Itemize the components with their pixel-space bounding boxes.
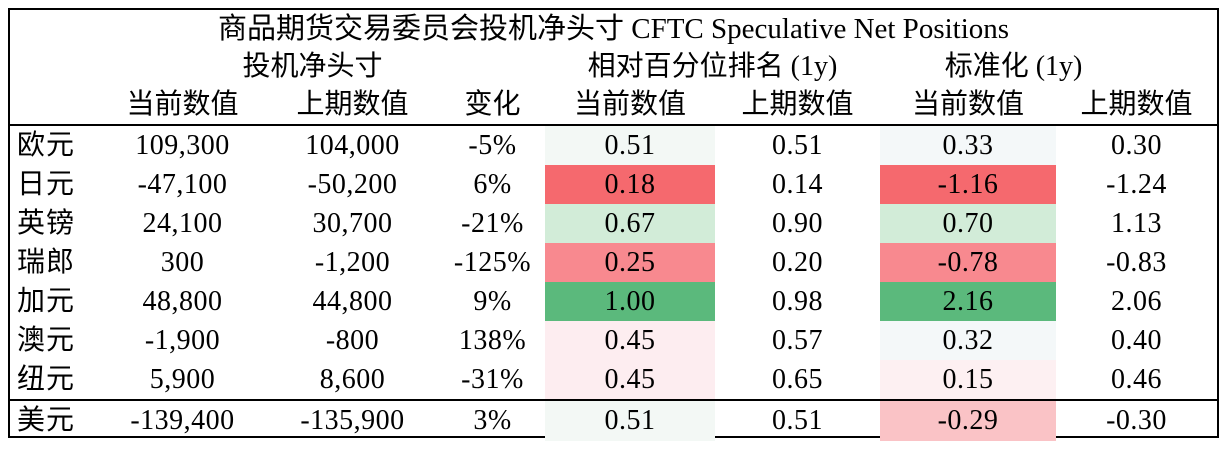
group-header-spacer: [10, 48, 100, 86]
currency-cell: 瑞郎: [17, 246, 76, 278]
pct-previous-cell: 0.65: [772, 363, 823, 395]
std-previous-cell: -0.30: [1056, 399, 1218, 441]
pct-current-cell: 1.00: [545, 282, 715, 321]
change-cell: -21%: [461, 207, 524, 239]
std-previous-cell: -1.24: [1106, 168, 1167, 200]
pos-current-cell: 5,900: [149, 363, 216, 395]
pos-current-cell: 300: [160, 246, 205, 278]
title-row: 商品期货交易委员会投机净头寸 CFTC Speculative Net Posi…: [10, 10, 1217, 48]
std-previous-cell: 0.46: [1111, 363, 1163, 395]
pct-current-cell: 0.45: [545, 321, 715, 360]
pct-current-cell: 0.45: [545, 360, 715, 400]
pos-previous-cell: 30,700: [312, 207, 393, 239]
pct-current-cell: 0.51: [545, 399, 715, 441]
column-header-std-current: 当前数值: [880, 86, 1056, 126]
group-header-positions: 投机净头寸: [242, 51, 383, 82]
pos-previous-cell: 104,000: [305, 129, 400, 161]
table-row: 英镑 24,100 30,700 -21% 0.67 0.90 0.70 1.13: [10, 204, 1217, 243]
currency-cell: 英镑: [17, 207, 76, 239]
pos-current-cell: 24,100: [142, 207, 223, 239]
pct-current-cell: 0.51: [545, 125, 715, 165]
positions-data-table: 商品期货交易委员会投机净头寸 CFTC Speculative Net Posi…: [10, 10, 1218, 441]
change-cell: 3%: [440, 399, 545, 441]
group-header-row: 投机净头寸 相对百分位排名 (1y) 标准化 (1y): [10, 48, 1217, 86]
pos-previous-cell: -800: [325, 324, 380, 356]
pct-previous-cell: 0.57: [772, 324, 823, 356]
std-current-cell: 0.70: [880, 204, 1056, 243]
change-cell: -31%: [461, 363, 524, 395]
table-row: 纽元 5,900 8,600 -31% 0.45 0.65 0.15 0.46: [10, 360, 1217, 400]
cftc-positions-table: 商品期货交易委员会投机净头寸 CFTC Speculative Net Posi…: [8, 8, 1219, 441]
column-header-change: 变化: [440, 86, 545, 126]
std-current-cell: -1.16: [880, 165, 1056, 204]
currency-cell: 美元: [10, 399, 100, 441]
std-current-cell: 2.16: [880, 282, 1056, 321]
pct-current-cell: 0.25: [545, 243, 715, 282]
std-current-cell: 0.33: [880, 125, 1056, 165]
std-previous-cell: -0.83: [1106, 246, 1167, 278]
std-current-cell: -0.78: [880, 243, 1056, 282]
column-header-std-previous: 上期数值: [1056, 86, 1218, 126]
change-cell: -5%: [468, 129, 517, 161]
std-current-cell: 0.32: [880, 321, 1056, 360]
std-previous-cell: 1.13: [1111, 207, 1163, 239]
currency-cell: 欧元: [17, 129, 76, 161]
column-header-currency: [10, 86, 100, 126]
pos-previous-cell: -50,200: [307, 168, 398, 200]
pos-previous-cell: -135,900: [265, 399, 440, 441]
table-row: 澳元 -1,900 -800 138% 0.45 0.57 0.32 0.40: [10, 321, 1217, 360]
table-row: 欧元 109,300 104,000 -5% 0.51 0.51 0.33 0.30: [10, 125, 1217, 165]
std-current-cell: 0.15: [880, 360, 1056, 400]
pct-previous-cell: 0.98: [772, 285, 823, 317]
table-row: 瑞郎 300 -1,200 -125% 0.25 0.20 -0.78 -0.83: [10, 243, 1217, 282]
pct-previous-cell: 0.51: [772, 129, 823, 161]
pct-previous-cell: 0.14: [772, 168, 823, 200]
pos-previous-cell: -1,200: [314, 246, 391, 278]
table-title: 商品期货交易委员会投机净头寸 CFTC Speculative Net Posi…: [218, 12, 1010, 45]
currency-cell: 澳元: [17, 324, 76, 356]
column-header-row: 当前数值 上期数值 变化 当前数值 上期数值 当前数值 上期数值: [10, 86, 1218, 126]
currency-cell: 日元: [17, 168, 76, 200]
currency-cell: 加元: [17, 285, 76, 317]
std-previous-cell: 2.06: [1111, 285, 1163, 317]
change-cell: 138%: [458, 324, 527, 356]
std-current-cell: -0.29: [880, 399, 1056, 441]
column-header-pos-current: 当前数值: [100, 86, 265, 126]
pct-current-cell: 0.67: [545, 204, 715, 243]
pos-current-cell: -47,100: [137, 168, 228, 200]
table-row: 美元 -139,400 -135,900 3% 0.51 0.51 -0.29 -0.30: [10, 399, 1218, 441]
std-previous-cell: 0.40: [1111, 324, 1163, 356]
pos-previous-cell: 44,800: [312, 285, 393, 317]
pct-current-cell: 0.18: [545, 165, 715, 204]
change-cell: 6%: [473, 168, 512, 200]
table-row: 加元 48,800 44,800 9% 1.00 0.98 2.16 2.06: [10, 282, 1217, 321]
pos-previous-cell: 8,600: [319, 363, 386, 395]
pct-previous-cell: 0.51: [715, 399, 880, 441]
change-cell: -125%: [453, 246, 532, 278]
table-body: 欧元 109,300 104,000 -5% 0.51 0.51 0.33 0.30 日元 -47…: [10, 125, 1218, 441]
pos-current-cell: -1,900: [144, 324, 221, 356]
table-row: 日元 -47,100 -50,200 6% 0.18 0.14 -1.16 -1.24: [10, 165, 1217, 204]
pos-current-cell: -139,400: [100, 399, 265, 441]
group-header-standardized: 标准化 (1y): [944, 51, 1083, 82]
change-cell: 9%: [473, 285, 512, 317]
pct-previous-cell: 0.20: [772, 246, 823, 278]
pos-current-cell: 109,300: [135, 129, 230, 161]
column-header-pct-previous: 上期数值: [715, 86, 880, 126]
pos-current-cell: 48,800: [142, 285, 223, 317]
pct-previous-cell: 0.90: [772, 207, 823, 239]
currency-cell: 纽元: [17, 363, 76, 395]
column-header-pct-current: 当前数值: [545, 86, 715, 126]
std-previous-cell: 0.30: [1111, 129, 1163, 161]
group-header-percentile: 相对百分位排名 (1y): [587, 51, 838, 82]
column-header-pos-previous: 上期数值: [265, 86, 440, 126]
